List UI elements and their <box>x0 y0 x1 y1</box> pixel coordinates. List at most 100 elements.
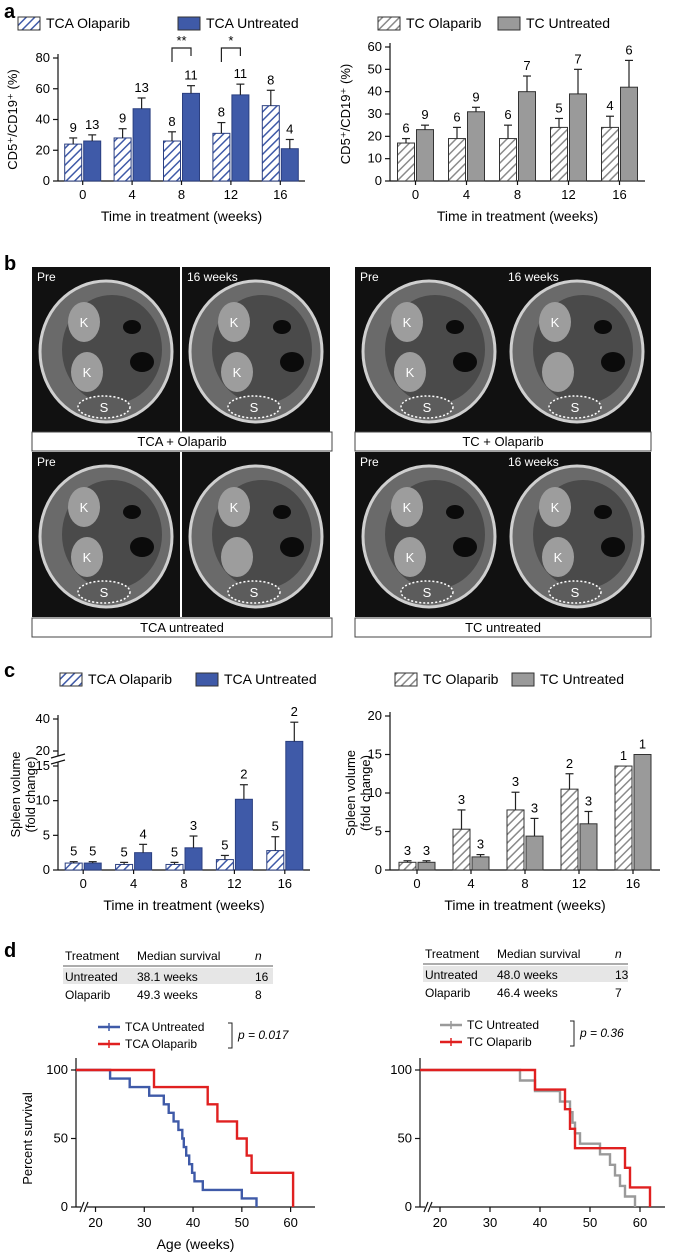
table-cell: 7 <box>615 986 622 1000</box>
y-tick-label: 5 <box>375 824 382 839</box>
y-tick-label: 40 <box>368 84 382 99</box>
bar <box>569 93 587 182</box>
mri-caption: TC + Olaparib <box>462 434 543 449</box>
mri-kidney <box>71 352 103 392</box>
x-tick-label: 8 <box>178 187 185 202</box>
mri-organ-label: K <box>551 315 560 330</box>
n-label: 9 <box>421 107 428 122</box>
panel-letter-b: b <box>4 253 16 275</box>
x-tick-label: 16 <box>626 876 640 891</box>
n-label: 11 <box>184 68 198 83</box>
mri-organ-label: K <box>406 365 415 380</box>
y-axis-label: Percent survival <box>20 1092 35 1185</box>
bar <box>471 856 490 871</box>
n-label: 5 <box>120 844 127 859</box>
mri-dark-region <box>280 352 304 372</box>
mri-timepoint-label: 16 weeks <box>508 270 559 284</box>
mri-organ-label: K <box>83 365 92 380</box>
x-tick-label: 16 <box>273 187 287 202</box>
y-tick-label: 60 <box>368 39 382 54</box>
bar <box>601 126 619 182</box>
x-tick-label: 40 <box>186 1215 200 1230</box>
x-tick-label: 4 <box>467 876 474 891</box>
x-axis-label: Time in treatment (weeks) <box>444 897 605 913</box>
x-tick-label: 0 <box>80 876 87 891</box>
x-tick-label: 30 <box>483 1215 497 1230</box>
x-tick-label: 4 <box>463 187 470 202</box>
table-cell: 46.4 weeks <box>497 986 558 1000</box>
bar <box>261 105 280 182</box>
legend-swatch-olaparib <box>17 16 41 31</box>
pvalue-bracket <box>570 1020 575 1047</box>
y-tick-label: 20 <box>368 708 382 723</box>
n-label: 9 <box>119 111 126 126</box>
table-cell: Untreated <box>425 968 478 982</box>
bar <box>280 148 299 182</box>
y-axis-label-line: Spleen volume <box>8 752 23 838</box>
y-axis-label-line: (fold change) <box>358 755 373 831</box>
survival-curve <box>76 1068 295 1207</box>
n-label: 3 <box>531 800 538 815</box>
mri-dark-region <box>273 505 291 519</box>
mri-dark-region <box>453 352 477 372</box>
bar <box>212 132 231 182</box>
legend-swatch-untreated <box>177 16 201 31</box>
pvalue-label: p = 0.36 <box>579 1026 624 1040</box>
n-label: 5 <box>272 819 279 834</box>
bar <box>416 129 434 182</box>
y-axis-label-line: (fold change) <box>23 757 38 833</box>
bar <box>266 850 285 871</box>
n-label: 6 <box>504 107 511 122</box>
mri-timepoint-label: Pre <box>37 455 56 469</box>
panel-letter-a: a <box>4 1 16 23</box>
table-cell: 49.3 weeks <box>137 988 198 1002</box>
mri-spleen-outline <box>77 580 131 604</box>
mri-organ-label: S <box>571 585 580 600</box>
n-label: 3 <box>477 837 484 852</box>
chart-d-right: Treatment Median survival n Untreated 48.0 w… <box>390 947 665 1230</box>
n-label: 3 <box>458 792 465 807</box>
legend-label: TC Untreated <box>526 15 610 31</box>
bar <box>448 138 466 182</box>
mri-dark-region <box>446 505 464 519</box>
x-tick-label: 20 <box>433 1215 447 1230</box>
axis-break-mark <box>423 1201 429 1213</box>
bar <box>184 847 203 871</box>
x-tick-label: 12 <box>227 876 241 891</box>
n-label: 3 <box>423 843 430 858</box>
n-label: 5 <box>171 844 178 859</box>
mri-organ-label: K <box>233 365 242 380</box>
legend-label: TCA Olaparib <box>88 671 172 687</box>
mri-organ-label: S <box>250 400 259 415</box>
y-tick-label: 20 <box>36 142 50 157</box>
y-tick-label: 20 <box>368 128 382 143</box>
mri-kidney <box>542 537 574 577</box>
mri-kidney <box>221 537 253 577</box>
n-label: 3 <box>404 843 411 858</box>
mri-caption-box <box>31 431 333 452</box>
y-tick-label: 0 <box>43 173 50 188</box>
table-cell: 13 <box>615 968 629 982</box>
mri-kidney <box>539 487 571 527</box>
mri-dark-region <box>123 505 141 519</box>
bar <box>83 862 102 871</box>
mri-organ-label: K <box>230 315 239 330</box>
mri-organ-label: S <box>100 400 109 415</box>
x-tick-label: 60 <box>283 1215 297 1230</box>
n-label: 6 <box>625 42 632 57</box>
panel-letter-c: c <box>4 660 15 682</box>
n-label: 8 <box>218 105 225 120</box>
mri-organ-label: S <box>100 585 109 600</box>
mri-dark-region <box>280 537 304 557</box>
mri-timepoint-label: Pre <box>37 270 56 284</box>
table-row-shade <box>63 968 273 984</box>
n-label: 8 <box>267 72 274 87</box>
legend-swatch-untreated <box>497 16 521 31</box>
mri-caption: TC untreated <box>465 620 541 635</box>
mri-kidney <box>539 302 571 342</box>
mri-caption: TCA untreated <box>140 620 224 635</box>
legend-label: TC Olaparib <box>423 671 499 687</box>
significance-label: ** <box>176 33 186 48</box>
x-tick-label: 8 <box>180 876 187 891</box>
